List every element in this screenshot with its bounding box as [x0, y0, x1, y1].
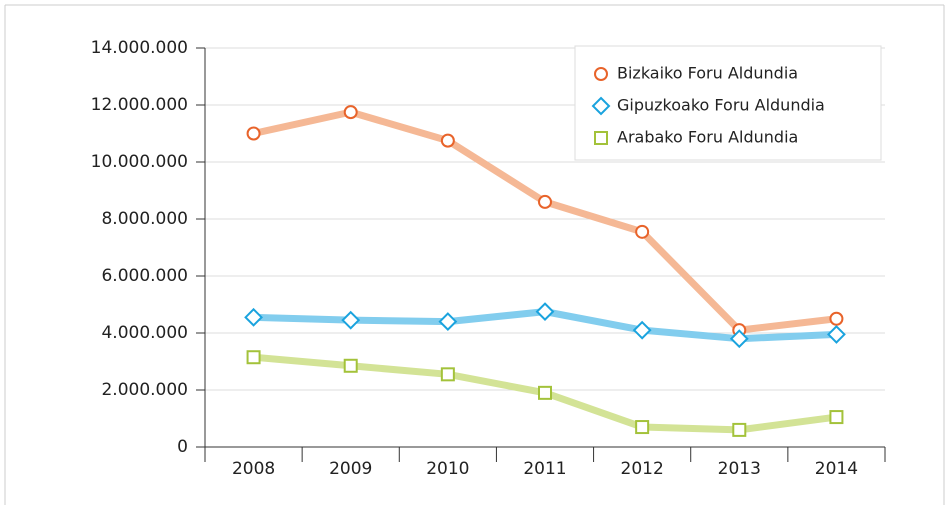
marker	[729, 329, 749, 349]
legend-label: Gipuzkoako Foru Aldundia	[617, 96, 825, 115]
marker	[246, 350, 261, 365]
legend-label: Arabako Foru Aldundia	[617, 128, 798, 147]
marker	[635, 224, 650, 239]
marker	[246, 126, 261, 141]
marker	[343, 358, 358, 373]
marker	[440, 133, 455, 148]
y-tick-label: 10.000.000	[91, 152, 188, 172]
x-tick-label: 2014	[815, 459, 858, 479]
marker	[635, 420, 650, 435]
x-tick-label: 2013	[718, 459, 761, 479]
y-tick-label: 12.000.000	[91, 95, 188, 115]
legend-marker	[591, 96, 611, 116]
marker	[438, 312, 458, 332]
marker	[538, 194, 552, 209]
marker	[829, 410, 844, 425]
y-tick-label: 4.000.000	[101, 323, 188, 343]
marker	[341, 310, 361, 330]
marker	[632, 320, 652, 340]
legend-label: Bizkaiko Foru Aldundia	[617, 64, 798, 83]
x-tick-label: 2012	[621, 459, 664, 479]
marker	[244, 307, 263, 327]
marker	[343, 105, 358, 120]
x-tick-label: 2009	[329, 459, 372, 479]
legend-marker	[594, 131, 608, 145]
x-tick-label: 2011	[523, 459, 566, 479]
legend	[574, 45, 882, 161]
marker	[535, 302, 555, 322]
y-tick-label: 8.000.000	[101, 209, 188, 229]
y-tick-label: 0	[177, 437, 188, 457]
y-tick-label: 14.000.000	[91, 38, 188, 58]
marker	[440, 367, 455, 382]
x-tick-label: 2008	[232, 459, 275, 479]
y-tick-label: 2.000.000	[101, 380, 188, 400]
marker	[732, 422, 747, 437]
legend-marker	[594, 67, 608, 81]
x-tick-label: 2010	[426, 459, 469, 479]
marker	[538, 385, 552, 400]
y-tick-label: 6.000.000	[101, 266, 188, 286]
marker	[827, 325, 846, 344]
marker	[829, 311, 844, 326]
